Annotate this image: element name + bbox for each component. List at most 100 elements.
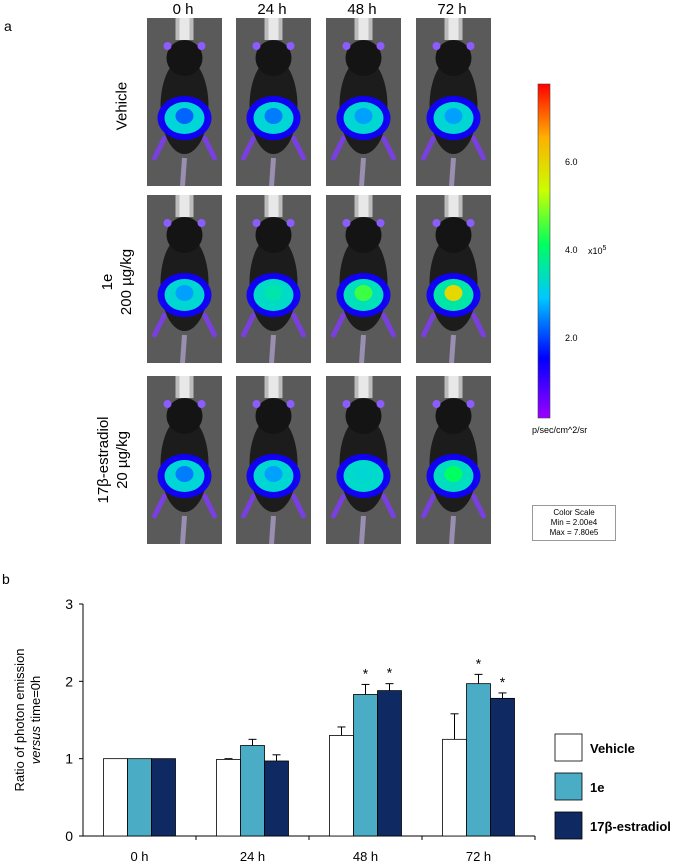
significance-marker: * [387, 665, 393, 681]
mouse-head [435, 217, 472, 253]
mouse-tail [180, 515, 187, 544]
bar [216, 759, 241, 837]
mouse-ear [286, 400, 295, 408]
group-label-line: 200 µg/kg [118, 248, 135, 316]
mouse-ear [342, 42, 351, 50]
mouse-tail [269, 515, 276, 544]
legend-label: 17β-estradiol [590, 819, 671, 834]
bar [329, 735, 354, 837]
color-scale-tick-label: 4.0 [565, 245, 578, 255]
group-label-line: 17β-estradiol [95, 416, 112, 504]
mouse-head [166, 398, 203, 434]
color-scale-legend-title: Color Scale [553, 508, 595, 517]
mouse-tail [180, 157, 187, 186]
mouse-ear [286, 42, 295, 50]
bar [103, 758, 128, 837]
mouse-hind-legs [421, 493, 486, 519]
restraint-tube-highlight [448, 195, 459, 217]
y-axis-label-versus: versus [28, 725, 43, 764]
mouse-ear [466, 400, 475, 408]
mouse-hind-legs [331, 493, 396, 519]
group-label-line: Vehicle [113, 81, 131, 131]
mouse-ear [432, 42, 441, 50]
mouse-hind-legs [331, 312, 396, 338]
signal-core [175, 466, 194, 482]
mouse-head [166, 217, 203, 253]
mouse-image-estradiol-1 [236, 376, 311, 544]
mouse-head [255, 398, 292, 434]
mouse-ear [163, 42, 172, 50]
legend-label: 1e [590, 780, 604, 795]
mouse-tail [449, 157, 456, 186]
legend-swatch [554, 733, 583, 762]
bar [151, 758, 176, 837]
y-axis-label-line1: Ratio of photon emission [12, 648, 27, 791]
mouse-tail [269, 334, 276, 363]
signal-core [264, 285, 283, 301]
bar [466, 683, 491, 837]
mouse-head [255, 40, 292, 76]
mouse-hind-legs [241, 312, 306, 338]
restraint-tube-highlight [358, 195, 369, 217]
mouse-ear [376, 42, 385, 50]
mouse-ear [252, 400, 261, 408]
color-scale-units: p/sec/cm^2/sr [532, 425, 588, 435]
signal-core [354, 285, 373, 301]
signal-core [175, 108, 194, 124]
legend-swatch [554, 772, 583, 801]
restraint-tube-highlight [268, 18, 279, 40]
restraint-tube-highlight [358, 18, 369, 40]
mouse-ear [342, 219, 351, 227]
time-label-48h: 48 h [347, 1, 377, 18]
restraint-tube-highlight [268, 195, 279, 217]
restraint-tube-highlight [358, 376, 369, 398]
time-label-72h: 72 h [437, 1, 467, 18]
mouse-head [345, 217, 382, 253]
significance-marker: * [363, 665, 369, 681]
significance-marker: * [500, 674, 506, 690]
color-scale-legend-box: Color Scale Min = 2.00e4 Max = 7.80e5 [532, 505, 616, 541]
mouse-head [166, 40, 203, 76]
bar [353, 694, 378, 837]
mouse-tail [269, 157, 276, 186]
mouse-head [345, 40, 382, 76]
y-tick-label: 3 [65, 596, 73, 612]
mouse-ear [197, 42, 206, 50]
mouse-image-1e-0 [147, 195, 222, 363]
mouse-ear [376, 400, 385, 408]
mouse-image-1e-3 [416, 195, 491, 363]
color-scale-legend-min: Min = 2.00e4 [550, 518, 598, 527]
bar [442, 738, 467, 837]
y-axis-label-line2: time=0h [28, 676, 43, 726]
group-label-vehicle: Vehicle [113, 82, 132, 130]
mouse-head [435, 40, 472, 76]
bar [240, 745, 265, 837]
mouse-ear [466, 219, 475, 227]
bar [377, 690, 402, 837]
mouse-tail [449, 334, 456, 363]
mouse-tail [359, 157, 366, 186]
mouse-ear [197, 219, 206, 227]
signal-core [264, 466, 283, 482]
mouse-ear [342, 400, 351, 408]
mouse-image-vehicle-3 [416, 18, 491, 186]
x-tick-label: 48 h [353, 849, 378, 863]
x-tick-label: 72 h [466, 849, 491, 863]
bar [127, 758, 152, 837]
y-axis-label: Ratio of photon emissionversus time=0h [12, 648, 43, 791]
mouse-ear [286, 219, 295, 227]
bar [264, 760, 289, 837]
legend-swatch [554, 811, 583, 840]
mouse-head [255, 217, 292, 253]
bar [490, 697, 515, 837]
mouse-hind-legs [421, 312, 486, 338]
significance-marker: * [476, 655, 482, 671]
mouse-hind-legs [421, 135, 486, 161]
y-tick-label: 2 [65, 673, 73, 689]
mouse-ear [376, 219, 385, 227]
mouse-head [435, 398, 472, 434]
color-scale-legend-max: Max = 7.80e5 [549, 528, 599, 537]
bar-chart: b 0 1 2 3 Ratio of photon emissionversus time… [2, 571, 671, 863]
color-scale-bar [537, 83, 551, 419]
panel-b-letter: b [2, 571, 10, 587]
